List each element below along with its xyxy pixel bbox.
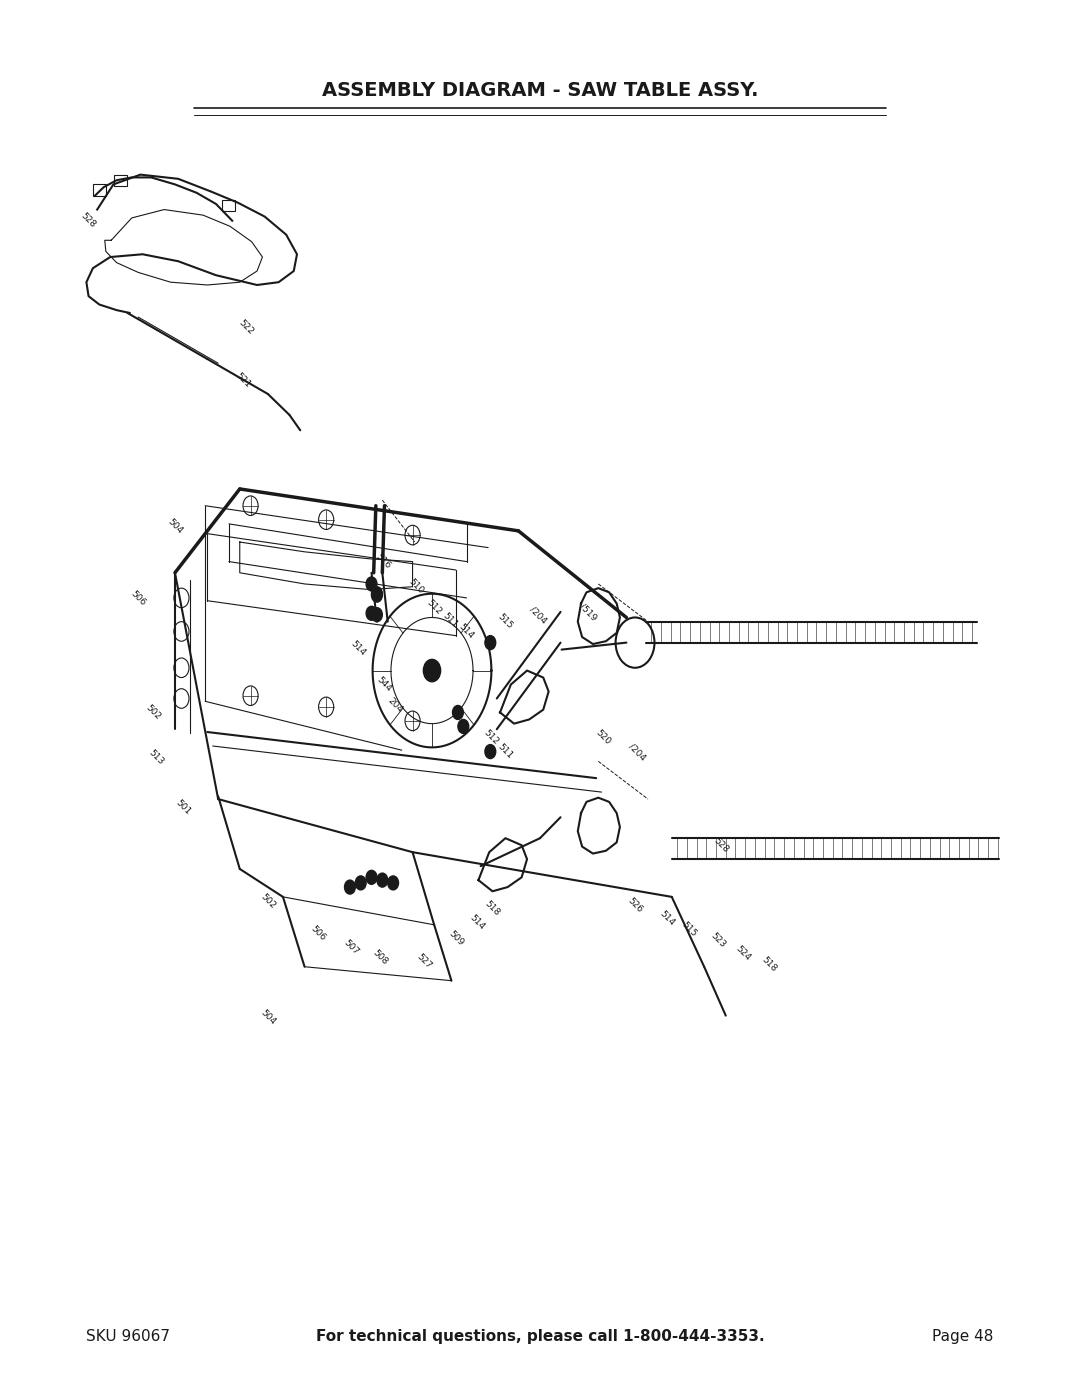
Text: 514: 514	[457, 622, 476, 641]
Text: 502: 502	[258, 891, 278, 911]
Text: 520: 520	[593, 728, 612, 747]
Circle shape	[355, 876, 366, 890]
Text: 502: 502	[144, 703, 163, 722]
Text: 518: 518	[759, 954, 779, 974]
Text: 511: 511	[496, 742, 515, 761]
Text: 524: 524	[733, 943, 753, 963]
Text: 506: 506	[129, 588, 148, 608]
Circle shape	[423, 659, 441, 682]
Bar	[222, 200, 235, 211]
Circle shape	[372, 588, 382, 602]
Text: 507: 507	[341, 937, 361, 957]
Text: For technical questions, please call 1-800-444-3353.: For technical questions, please call 1-8…	[315, 1330, 765, 1344]
Text: 528: 528	[79, 211, 98, 231]
Text: 204: 204	[386, 696, 405, 715]
Text: 510: 510	[406, 577, 426, 597]
Text: 514: 514	[349, 638, 368, 658]
Circle shape	[453, 705, 463, 719]
Text: 514: 514	[658, 908, 677, 928]
Text: 515: 515	[496, 612, 515, 631]
Text: 527: 527	[415, 951, 434, 971]
Text: 512: 512	[482, 728, 501, 747]
Text: /204: /204	[627, 742, 647, 761]
Circle shape	[377, 873, 388, 887]
Circle shape	[458, 719, 469, 733]
Circle shape	[372, 608, 382, 622]
Text: 504: 504	[165, 517, 185, 536]
Text: ASSEMBLY DIAGRAM - SAW TABLE ASSY.: ASSEMBLY DIAGRAM - SAW TABLE ASSY.	[322, 81, 758, 101]
Circle shape	[366, 577, 377, 591]
Text: SKU 96067: SKU 96067	[86, 1330, 171, 1344]
Text: 508: 508	[370, 947, 390, 967]
Circle shape	[345, 880, 355, 894]
Text: 506: 506	[309, 923, 328, 943]
Circle shape	[388, 876, 399, 890]
Text: 523: 523	[708, 930, 728, 950]
Text: 509: 509	[446, 929, 465, 949]
Text: 544: 544	[375, 675, 394, 694]
Text: Page 48: Page 48	[932, 1330, 994, 1344]
Text: 512: 512	[424, 598, 444, 617]
Text: 511: 511	[441, 610, 460, 630]
Text: /204: /204	[528, 605, 548, 624]
Text: 514: 514	[468, 912, 487, 932]
Circle shape	[372, 587, 382, 601]
Text: 528: 528	[712, 835, 731, 855]
Circle shape	[366, 606, 377, 620]
Circle shape	[366, 870, 377, 884]
Text: 513: 513	[147, 747, 166, 767]
Text: 501: 501	[174, 798, 193, 817]
Text: 522: 522	[237, 317, 256, 337]
Bar	[93, 184, 106, 196]
Circle shape	[485, 745, 496, 759]
Text: 518: 518	[483, 898, 502, 918]
Text: /519: /519	[578, 602, 599, 622]
Text: 516: 516	[374, 552, 393, 571]
Bar	[114, 175, 127, 186]
Circle shape	[485, 636, 496, 650]
Text: 521: 521	[233, 370, 253, 390]
Text: 515: 515	[679, 919, 699, 939]
Text: 526: 526	[625, 895, 645, 915]
Text: 504: 504	[258, 1007, 278, 1027]
